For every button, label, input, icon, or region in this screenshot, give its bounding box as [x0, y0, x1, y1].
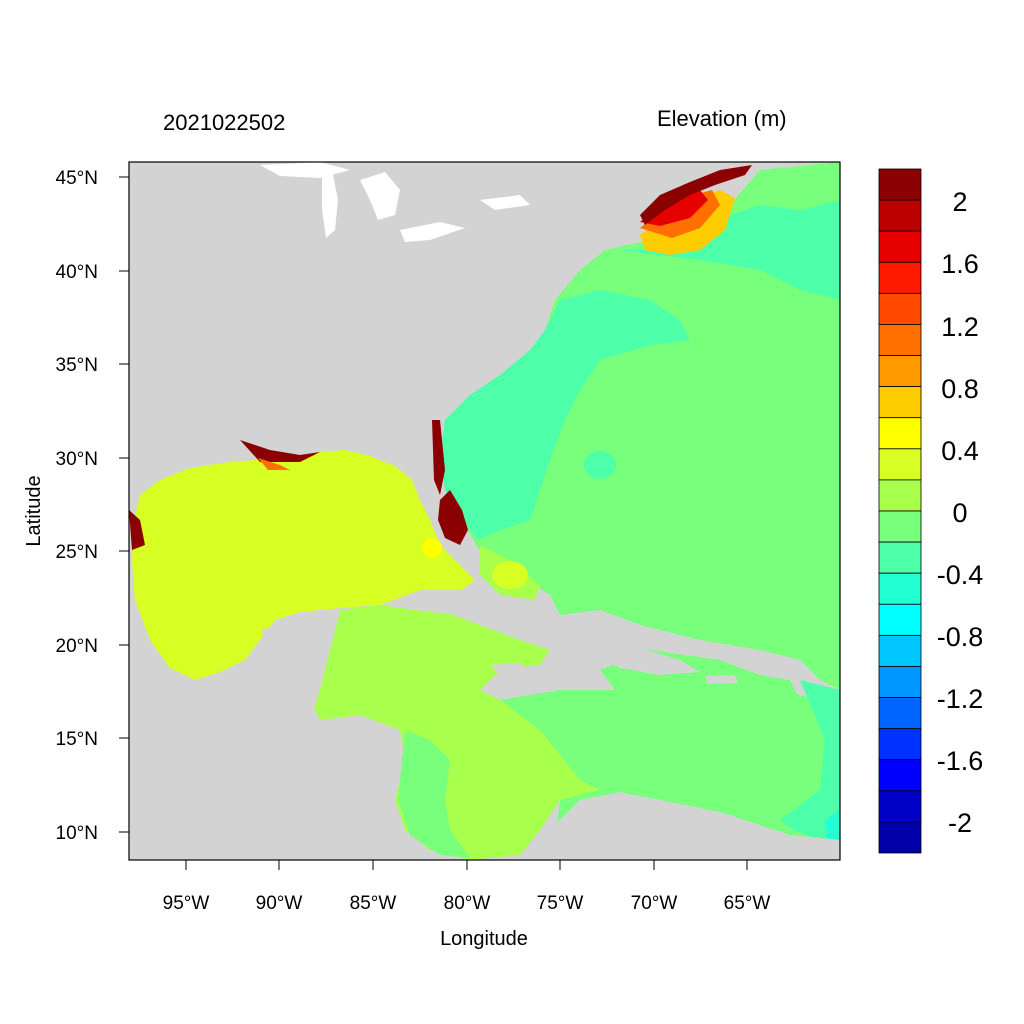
caribbean-west-negative — [398, 730, 470, 858]
colorbar-cell — [878, 479, 922, 512]
y-tick-label: 30°N — [56, 449, 98, 470]
x-tick-label: 90°W — [256, 893, 303, 914]
elevation-colorbar — [878, 168, 922, 854]
colorbar-cell — [878, 324, 922, 356]
lake-huron — [360, 172, 400, 220]
colorbar-cell — [878, 728, 922, 761]
colorbar-label: -1.2 — [937, 684, 984, 714]
central-america-land — [129, 720, 410, 860]
caribbean-east-ocean — [500, 680, 830, 830]
texas-coast-surge — [129, 510, 145, 550]
puerto-rico-island — [705, 675, 738, 684]
florida-surge — [438, 490, 468, 545]
x-tick-label: 70°W — [631, 893, 678, 914]
bahamas-bank-high — [492, 561, 528, 589]
florida-coast-surge — [432, 420, 445, 495]
colorbar-cell — [878, 355, 922, 388]
colorbar-cell — [878, 168, 922, 201]
colorbar-label: 0.4 — [941, 436, 979, 466]
colorbar-cell — [878, 666, 922, 698]
y-tick-label: 10°N — [56, 823, 98, 844]
y-tick-label: 40°N — [56, 262, 98, 283]
y-tick-label: 20°N — [56, 636, 98, 657]
lake-erie — [400, 222, 465, 242]
gulf-of-maine-coast-surge — [640, 165, 752, 225]
colorbar-cell — [878, 572, 922, 605]
colorbar-cell — [878, 417, 922, 450]
colorbar-cell — [878, 292, 922, 325]
x-tick-label: 65°W — [724, 893, 771, 914]
colorbar-label: 1.6 — [941, 249, 979, 279]
colorbar-cell — [878, 790, 922, 823]
colorbar-cell — [878, 541, 922, 574]
atlantic-negative-eddy — [584, 451, 616, 479]
lake-michigan — [322, 170, 338, 238]
colorbar-cell — [878, 821, 922, 854]
y-tick-label: 15°N — [56, 729, 98, 750]
colorbar-label: -1.6 — [937, 746, 984, 776]
plot-border — [128, 161, 841, 861]
colorbar-label: 0.8 — [941, 374, 979, 404]
y-axis-ticks: 45°N 40°N 35°N 30°N 25°N 20°N 15°N 10°N … — [23, 168, 129, 844]
colorbar-cell — [878, 386, 922, 419]
colorbar-cell — [878, 510, 922, 543]
x-axis-ticks: 95°W 90°W 85°W 80°W 75°W 70°W 65°W Longi… — [163, 860, 771, 950]
atlantic-negative-band — [440, 200, 840, 540]
colorbar-cell — [878, 199, 922, 232]
x-tick-label: 75°W — [537, 893, 584, 914]
colorbar-cell — [878, 634, 922, 667]
colorbar-labels: 2 1.6 1.2 0.8 0.4 0 -0.4 -0.8 -1.2 -1.6 … — [937, 187, 984, 838]
colorbar-cell — [878, 697, 922, 730]
colorbar-label: -0.4 — [937, 560, 984, 590]
colorbar-cell — [878, 759, 922, 792]
colorbar-label: -0.8 — [937, 622, 984, 652]
louisiana-surge-orange — [258, 458, 290, 470]
colorbar-cell — [878, 261, 922, 294]
florida-keys-high — [422, 538, 442, 558]
gulf-of-maine-surge-high — [640, 190, 708, 226]
colorbar-cell — [878, 448, 922, 481]
colorbar-cell — [878, 230, 922, 263]
jamaica-island — [490, 663, 535, 680]
hispaniola-island — [595, 648, 700, 675]
colorbar-label: -2 — [948, 808, 972, 838]
y-axis-title: Latitude — [23, 475, 45, 546]
louisiana-surge — [240, 440, 320, 462]
y-tick-label: 45°N — [56, 168, 98, 189]
y-tick-label: 25°N — [56, 542, 98, 563]
south-america-land — [530, 792, 840, 860]
plot-variable-title: Elevation (m) — [657, 106, 787, 131]
y-tick-label: 35°N — [56, 355, 98, 376]
colorbar-label: 0 — [952, 498, 967, 528]
x-axis-title: Longitude — [440, 928, 528, 950]
plot-date-title: 2021022502 — [163, 110, 286, 135]
colorbar-label: 1.2 — [941, 312, 979, 342]
yucatan-land — [262, 612, 340, 715]
colorbar-label: 2 — [952, 187, 967, 217]
cuba-island — [380, 590, 560, 640]
lake-superior — [260, 162, 350, 178]
east-caribbean-negative — [780, 680, 840, 860]
x-tick-label: 95°W — [163, 893, 210, 914]
map-layers — [129, 162, 840, 860]
x-tick-label: 80°W — [444, 893, 491, 914]
caribbean-sea — [312, 605, 600, 860]
colorbar-cell — [878, 603, 922, 636]
x-tick-label: 85°W — [350, 893, 397, 914]
gulf-of-mexico — [132, 450, 475, 680]
lake-ontario — [480, 195, 530, 210]
